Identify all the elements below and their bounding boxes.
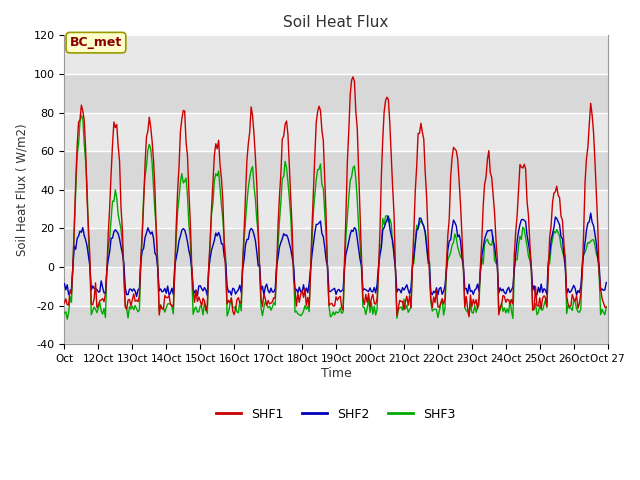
Bar: [65, 36, 608, 74]
Text: BC_met: BC_met: [70, 36, 122, 49]
Bar: [65, 151, 608, 190]
Title: Soil Heat Flux: Soil Heat Flux: [284, 15, 388, 30]
Bar: [65, 112, 608, 151]
Legend: SHF1, SHF2, SHF3: SHF1, SHF2, SHF3: [211, 403, 461, 426]
Y-axis label: Soil Heat Flux ( W/m2): Soil Heat Flux ( W/m2): [15, 123, 28, 256]
Bar: [65, 267, 608, 305]
X-axis label: Time: Time: [321, 367, 351, 380]
Bar: [65, 305, 608, 344]
Bar: [65, 228, 608, 267]
Bar: [65, 190, 608, 228]
Bar: [65, 74, 608, 112]
